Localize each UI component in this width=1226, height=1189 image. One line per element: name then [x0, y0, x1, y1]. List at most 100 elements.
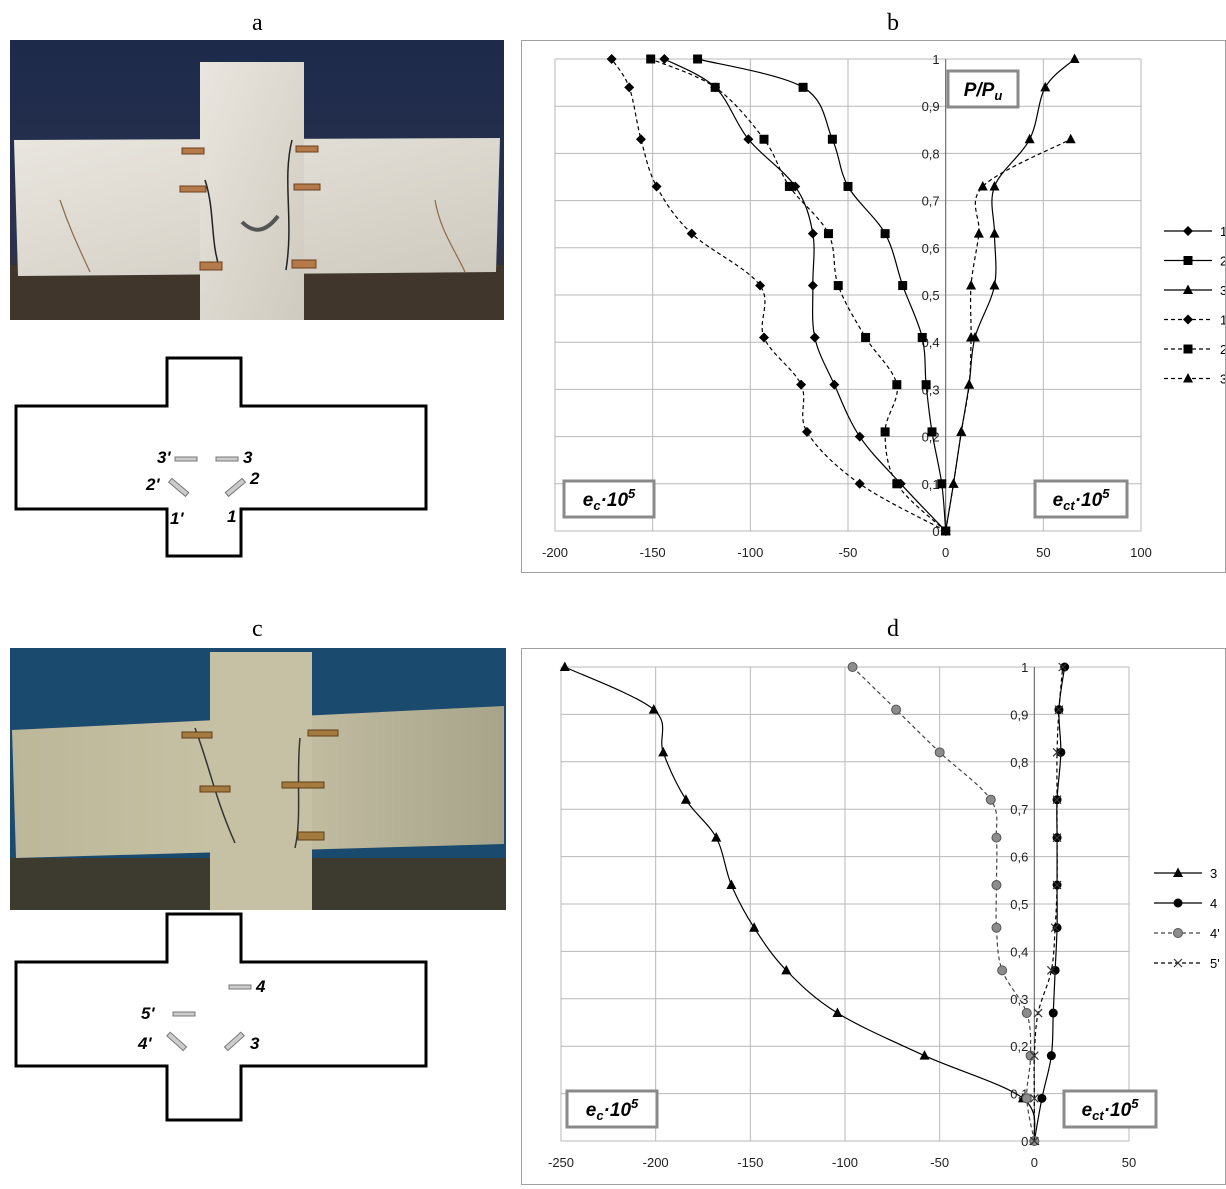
chart-b-ytick-label: 0,1: [922, 477, 940, 492]
chart-d-ytick-label: 0,2: [1010, 1039, 1028, 1054]
gauge-3-prime: [174, 456, 198, 462]
chart-b-point-4: [892, 479, 902, 489]
strain-load-chart-d: -250 -200 -150 -100 -50 0 5000,10,20,30,40,50,…: [548, 660, 1220, 1170]
chart-b-legend-label: 1': [1220, 224, 1225, 239]
strain-load-chart-b: -200 -150 -100 -50 0 50 10000,10,20,30,40,50,6…: [542, 52, 1226, 560]
chart-b-point-0: [659, 54, 670, 64]
chart-b-point-4: [784, 181, 794, 191]
chart-d-ytick-label: 0,6: [1010, 850, 1028, 865]
chart-b-point-2: [1040, 81, 1051, 92]
chart-d-point-0: [648, 704, 659, 714]
chart-b-point-2: [989, 180, 1000, 191]
chart-b-tension-annotation-text: ect·105: [1053, 486, 1111, 513]
chart-d-point-0: [680, 794, 691, 804]
chart-b-series-line-1: [697, 58, 947, 532]
chart-d-point-0: [658, 746, 669, 757]
chart-b-xtick-label: 0: [942, 545, 949, 560]
chart-b-load-annotation: P/Pu: [946, 69, 1020, 109]
gauge-label-1-prime: 1': [170, 509, 184, 528]
chart-b-point-4: [861, 332, 871, 342]
chart-d-legend-label: 3: [1210, 866, 1217, 881]
chart-b-point-4: [880, 427, 890, 437]
chart-d-point-2: [985, 794, 996, 805]
panel-letter-d: d: [887, 616, 899, 642]
chart-d-point-0: [749, 922, 760, 932]
chart-d-xtick-label: 50: [1122, 1155, 1136, 1170]
chart-b-point-5: [940, 525, 951, 535]
chart-d-ytick-label: 0,5: [1010, 897, 1028, 912]
chart-d-point-3: [1054, 705, 1064, 715]
chart-b-point-5: [964, 379, 975, 389]
chart-b-frame: -200 -150 -100 -50 0 50 100 0 0,1 0,2 0,3 0,4 0,5 0,6…: [521, 40, 1226, 573]
chart-b-load-annotation-text: P/Pu: [964, 80, 1003, 103]
chart-d-point-1: [1052, 923, 1062, 933]
chart-d-point-2: [991, 832, 1002, 843]
chart-b-point-1: [921, 380, 931, 390]
chart-b-point-4: [823, 229, 833, 239]
chart-d-compression-annotation: ec·105: [565, 1089, 659, 1129]
chart-b-point-3: [635, 134, 646, 145]
chart-b-xtick-label: 100: [1130, 545, 1152, 560]
gauge-4: [228, 984, 252, 990]
chart-b-legend-label: 2: [1220, 342, 1225, 357]
chart-b-point-5: [966, 280, 977, 290]
chart-b-load-annotation-box: [946, 69, 1020, 109]
chart-b-point-3: [686, 228, 697, 239]
chart-d-legend-marker: [1173, 867, 1183, 877]
chart-b-point-4: [833, 281, 843, 291]
chart-d-tension-annotation-text: ect·105: [1082, 1096, 1140, 1123]
chart-b-point-0: [809, 332, 820, 343]
gauge-label-3: 3: [243, 448, 253, 467]
chart-b-point-4: [646, 54, 656, 64]
chart-b-point-0: [854, 431, 865, 442]
chart-b-legend-label: 3': [1220, 283, 1225, 298]
chart-b-point-3: [854, 478, 865, 489]
gauge-label-4-prime: 4': [137, 1034, 152, 1053]
chart-b-series-line-4: [650, 58, 947, 532]
chart-d-xtick-label: -250: [548, 1155, 574, 1170]
chart-d-xtick-label: -50: [930, 1155, 949, 1170]
chart-b-series-line-5: [945, 138, 1071, 532]
chart-b-ytick-label: 1: [932, 52, 939, 67]
chart-b-legend-marker: [1183, 344, 1193, 354]
chart-b-legend-marker: [1183, 226, 1193, 236]
chart-d-point-3: [1050, 923, 1060, 933]
chart-d-frame: -250 -200 -150 -100 -50 0 50 0 0,1 0,2 0,3 0,4 0,5 0,…: [521, 648, 1226, 1185]
chart-d-point-1: [1037, 1093, 1047, 1103]
chart-d-xtick-label: -150: [737, 1155, 763, 1170]
chart-b-point-3: [624, 82, 635, 93]
chart-d-point-2: [847, 662, 858, 672]
chart-d-compression-annotation-box: [565, 1089, 659, 1129]
chart-b-legend-label: 2': [1220, 254, 1225, 269]
chart-d-point-2: [1021, 1008, 1032, 1019]
chart-b-legend-marker: [1183, 256, 1193, 265]
gauge-layout-diagram-a: 3' 3 2' 2 1' 1: [14, 356, 428, 558]
chart-b-compression-annotation: ec·105: [562, 479, 656, 519]
chart-d-legend-label: 4: [1210, 896, 1217, 911]
chart-b-point-1: [827, 134, 837, 144]
gauge-label-3-prime: 3': [157, 448, 171, 467]
chart-b-compression-annotation-text: ec·105: [583, 486, 636, 513]
chart-d-point-2: [934, 747, 945, 758]
chart-d-series-line-3: [1033, 666, 1064, 1141]
chart-b-legend-marker: [1183, 373, 1193, 383]
chart-b-legend-label: 1: [1220, 313, 1225, 328]
gauge-label-2-prime: 2': [145, 475, 160, 494]
chart-d-point-3: [1052, 795, 1062, 805]
chart-b-point-2: [1069, 53, 1080, 63]
chart-d-tension-annotation: ect·105: [1062, 1089, 1158, 1129]
chart-d-ytick-label: 0,4: [1010, 944, 1028, 959]
chart-d-legend-marker: [1173, 958, 1183, 968]
chart-d-compression-annotation-text: ec·105: [586, 1096, 639, 1123]
chart-b-compression-annotation-box: [562, 479, 656, 519]
chart-d-point-3: [1029, 1136, 1039, 1146]
chart-d-point-0: [781, 964, 792, 975]
panel-letter-c: c: [252, 616, 263, 642]
gauge-label-1: 1: [227, 507, 236, 526]
chart-d-point-2: [891, 704, 902, 715]
chart-b-point-5: [977, 180, 988, 191]
chart-d-xtick-label: -100: [832, 1155, 858, 1170]
chart-d-point-3: [1052, 833, 1062, 843]
gauge-label-4: 4: [255, 977, 266, 996]
chart-b-point-2: [989, 280, 1000, 290]
